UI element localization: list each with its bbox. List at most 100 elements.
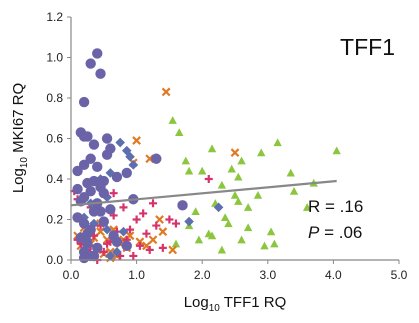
circle-data-point (78, 159, 90, 171)
x-axis-title-rest: TFF1 RQ (220, 294, 286, 311)
y-tick-label: 0.4 (46, 172, 63, 186)
triangle-data-point (273, 138, 282, 147)
plus-data-point (145, 245, 154, 254)
circle-data-point (98, 175, 110, 187)
circle-data-point (78, 252, 90, 264)
triangle-data-point (266, 227, 276, 236)
y-axis-title: Log10 MKI67 RQ (10, 83, 30, 193)
circle-data-point (151, 153, 162, 164)
plus-data-point (132, 215, 141, 224)
triangle-data-point (286, 168, 295, 177)
plus-data-point (142, 229, 151, 238)
chart-title: TFF1 (340, 34, 395, 60)
diamond-data-point (184, 216, 194, 227)
circle-data-point (82, 238, 93, 249)
diamond-data-point (125, 151, 135, 162)
triangle-data-point (257, 148, 266, 157)
circle-data-point (88, 175, 100, 187)
plus-data-point (135, 241, 144, 250)
plot-area (70, 48, 341, 264)
x-data-point (158, 227, 168, 237)
y-tick-label: 1.2 (46, 10, 63, 24)
circle-data-point (92, 161, 103, 173)
y-tick-label: 0.2 (46, 213, 63, 227)
circle-data-point (111, 171, 123, 183)
plus-data-point (152, 221, 161, 230)
triangle-data-point (253, 191, 263, 199)
x-data-point (230, 148, 240, 158)
circle-data-point (105, 204, 116, 215)
diamond-data-point (105, 168, 116, 178)
plus-data-point (149, 199, 157, 208)
circle-data-point (85, 185, 96, 197)
circle-data-point (108, 230, 119, 241)
plus-data-point (109, 189, 118, 198)
plus-data-point (139, 209, 148, 218)
x-tick-label: 2.0 (194, 268, 211, 282)
circle-data-point (75, 232, 87, 243)
correlation-p-label: P = .06 (308, 223, 362, 242)
ticks: 0.0 1.0 2.0 3.0 4.0 5.0 0.0 0.2 0.4 0.6 0.8 1.0 1.2 (46, 10, 407, 282)
circle-data-point (121, 167, 132, 179)
plus-data-point (103, 239, 112, 248)
x-data-point (148, 235, 158, 245)
plus-data-point (129, 251, 138, 260)
x-tick-label: 4.0 (325, 268, 342, 282)
triangle-data-point (243, 223, 253, 232)
plus-data-point (99, 247, 108, 256)
circle-data-point (101, 149, 113, 160)
triangle-data-point (234, 172, 243, 181)
triangle-data-point (230, 191, 240, 199)
x-axis-title: Log10 TFF1 RQ (184, 294, 287, 314)
x-tick-label: 1.0 (128, 268, 145, 282)
triangle-data-point (194, 235, 204, 244)
triangle-data-point (217, 245, 227, 254)
circle-data-point (85, 153, 96, 164)
triangle-data-point (289, 186, 299, 195)
x-tick-label: 0.0 (63, 268, 80, 282)
circle-data-point (78, 96, 90, 108)
circle-data-point (92, 242, 103, 254)
triangle-data-point (260, 241, 269, 250)
circle-data-point (85, 58, 96, 69)
triangle-data-point (243, 203, 253, 211)
circle-data-point (98, 187, 110, 199)
circle-data-point (72, 212, 83, 223)
triangle-data-point (220, 213, 230, 222)
x-data-point (168, 245, 178, 255)
diamond-data-point (213, 202, 224, 213)
y-axis-title-rest: MKI67 RQ (10, 83, 27, 157)
x-data-point (132, 136, 141, 145)
diamond-data-point (102, 192, 112, 203)
plus-data-point (126, 225, 135, 234)
triangle-data-point (237, 235, 246, 244)
triangle-data-point (191, 207, 200, 215)
plus-data-point (204, 175, 213, 183)
diamond-data-point (128, 160, 139, 170)
triangle-data-point (204, 229, 213, 238)
y-tick-label: 1.0 (46, 51, 63, 65)
triangle-data-point (207, 144, 217, 153)
plus-data-point (165, 215, 174, 224)
diamond-data-point (118, 226, 129, 237)
plus-data-point (119, 203, 128, 212)
triangle-data-point (332, 146, 341, 155)
diamond-data-point (121, 145, 132, 156)
y-tick-label: 0.6 (46, 132, 63, 146)
triangle-data-point (207, 231, 217, 240)
circle-data-point (72, 165, 83, 177)
triangle-data-point (175, 128, 184, 136)
circle-data-point (121, 240, 132, 252)
triangle-data-point (217, 180, 227, 189)
diamond-data-point (102, 224, 112, 235)
y-tick-label: 0.8 (46, 91, 63, 105)
triangle-data-point (181, 156, 190, 165)
p-symbol: P (308, 223, 320, 242)
triangle-data-point (234, 197, 243, 205)
y-tick-label: 0.0 (46, 253, 63, 267)
trend-line (70, 179, 337, 207)
circle-data-point (88, 139, 100, 150)
circle-data-point (78, 218, 90, 229)
x-tick-label: 3.0 (259, 268, 276, 282)
